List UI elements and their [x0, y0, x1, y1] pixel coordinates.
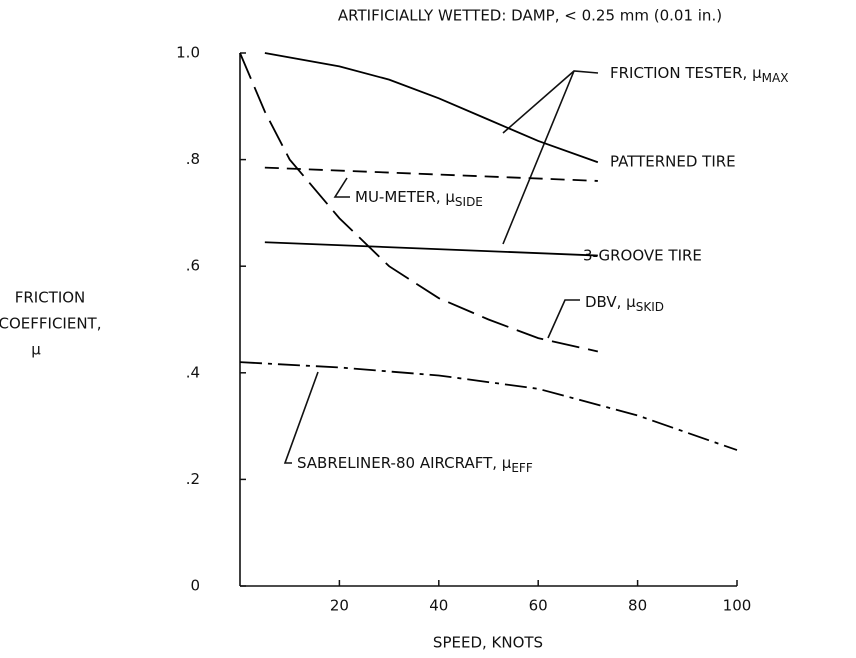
line — [264, 166, 598, 182]
leader-line — [283, 371, 319, 464]
line — [264, 52, 599, 164]
leader-line — [333, 177, 350, 198]
y-tick-label: .6 — [186, 257, 200, 275]
x-tick-label: 60 — [529, 597, 548, 615]
y-axis-label: μ — [31, 341, 41, 359]
line — [264, 241, 598, 257]
y-tick-label: .2 — [186, 470, 200, 488]
y-tick-label: 0 — [190, 577, 200, 595]
annotation: DBV, μSKID — [585, 293, 664, 314]
y-tick-label: .4 — [186, 363, 200, 381]
annotation: MU-METER, μSIDE — [355, 188, 483, 209]
chart-title: ARTIFICIALLY WETTED: DAMP, < 0.25 mm (0.… — [338, 7, 722, 25]
annotation: SABRELINER-80 AIRCRAFT, μEFF — [297, 454, 533, 475]
y-axis-label: COEFFICIENT, — [0, 315, 101, 333]
annotation: PATTERNED TIRE — [610, 153, 736, 171]
x-tick-label: 20 — [330, 597, 349, 615]
y-tick-label: 1.0 — [176, 44, 200, 62]
line — [239, 361, 738, 451]
x-tick-label: 40 — [429, 597, 448, 615]
annotation: 3-GROOVE TIRE — [583, 247, 702, 265]
y-axis-label: FRICTION — [15, 289, 86, 307]
line — [239, 52, 599, 353]
x-tick-label: 80 — [628, 597, 647, 615]
y-tick-label: .8 — [186, 150, 200, 168]
x-axis-label: SPEED, KNOTS — [433, 634, 543, 652]
leader-line — [547, 299, 580, 339]
annotation: FRICTION TESTER, μMAX — [610, 64, 788, 85]
leader-line — [502, 70, 599, 245]
x-tick-label: 100 — [723, 597, 752, 615]
